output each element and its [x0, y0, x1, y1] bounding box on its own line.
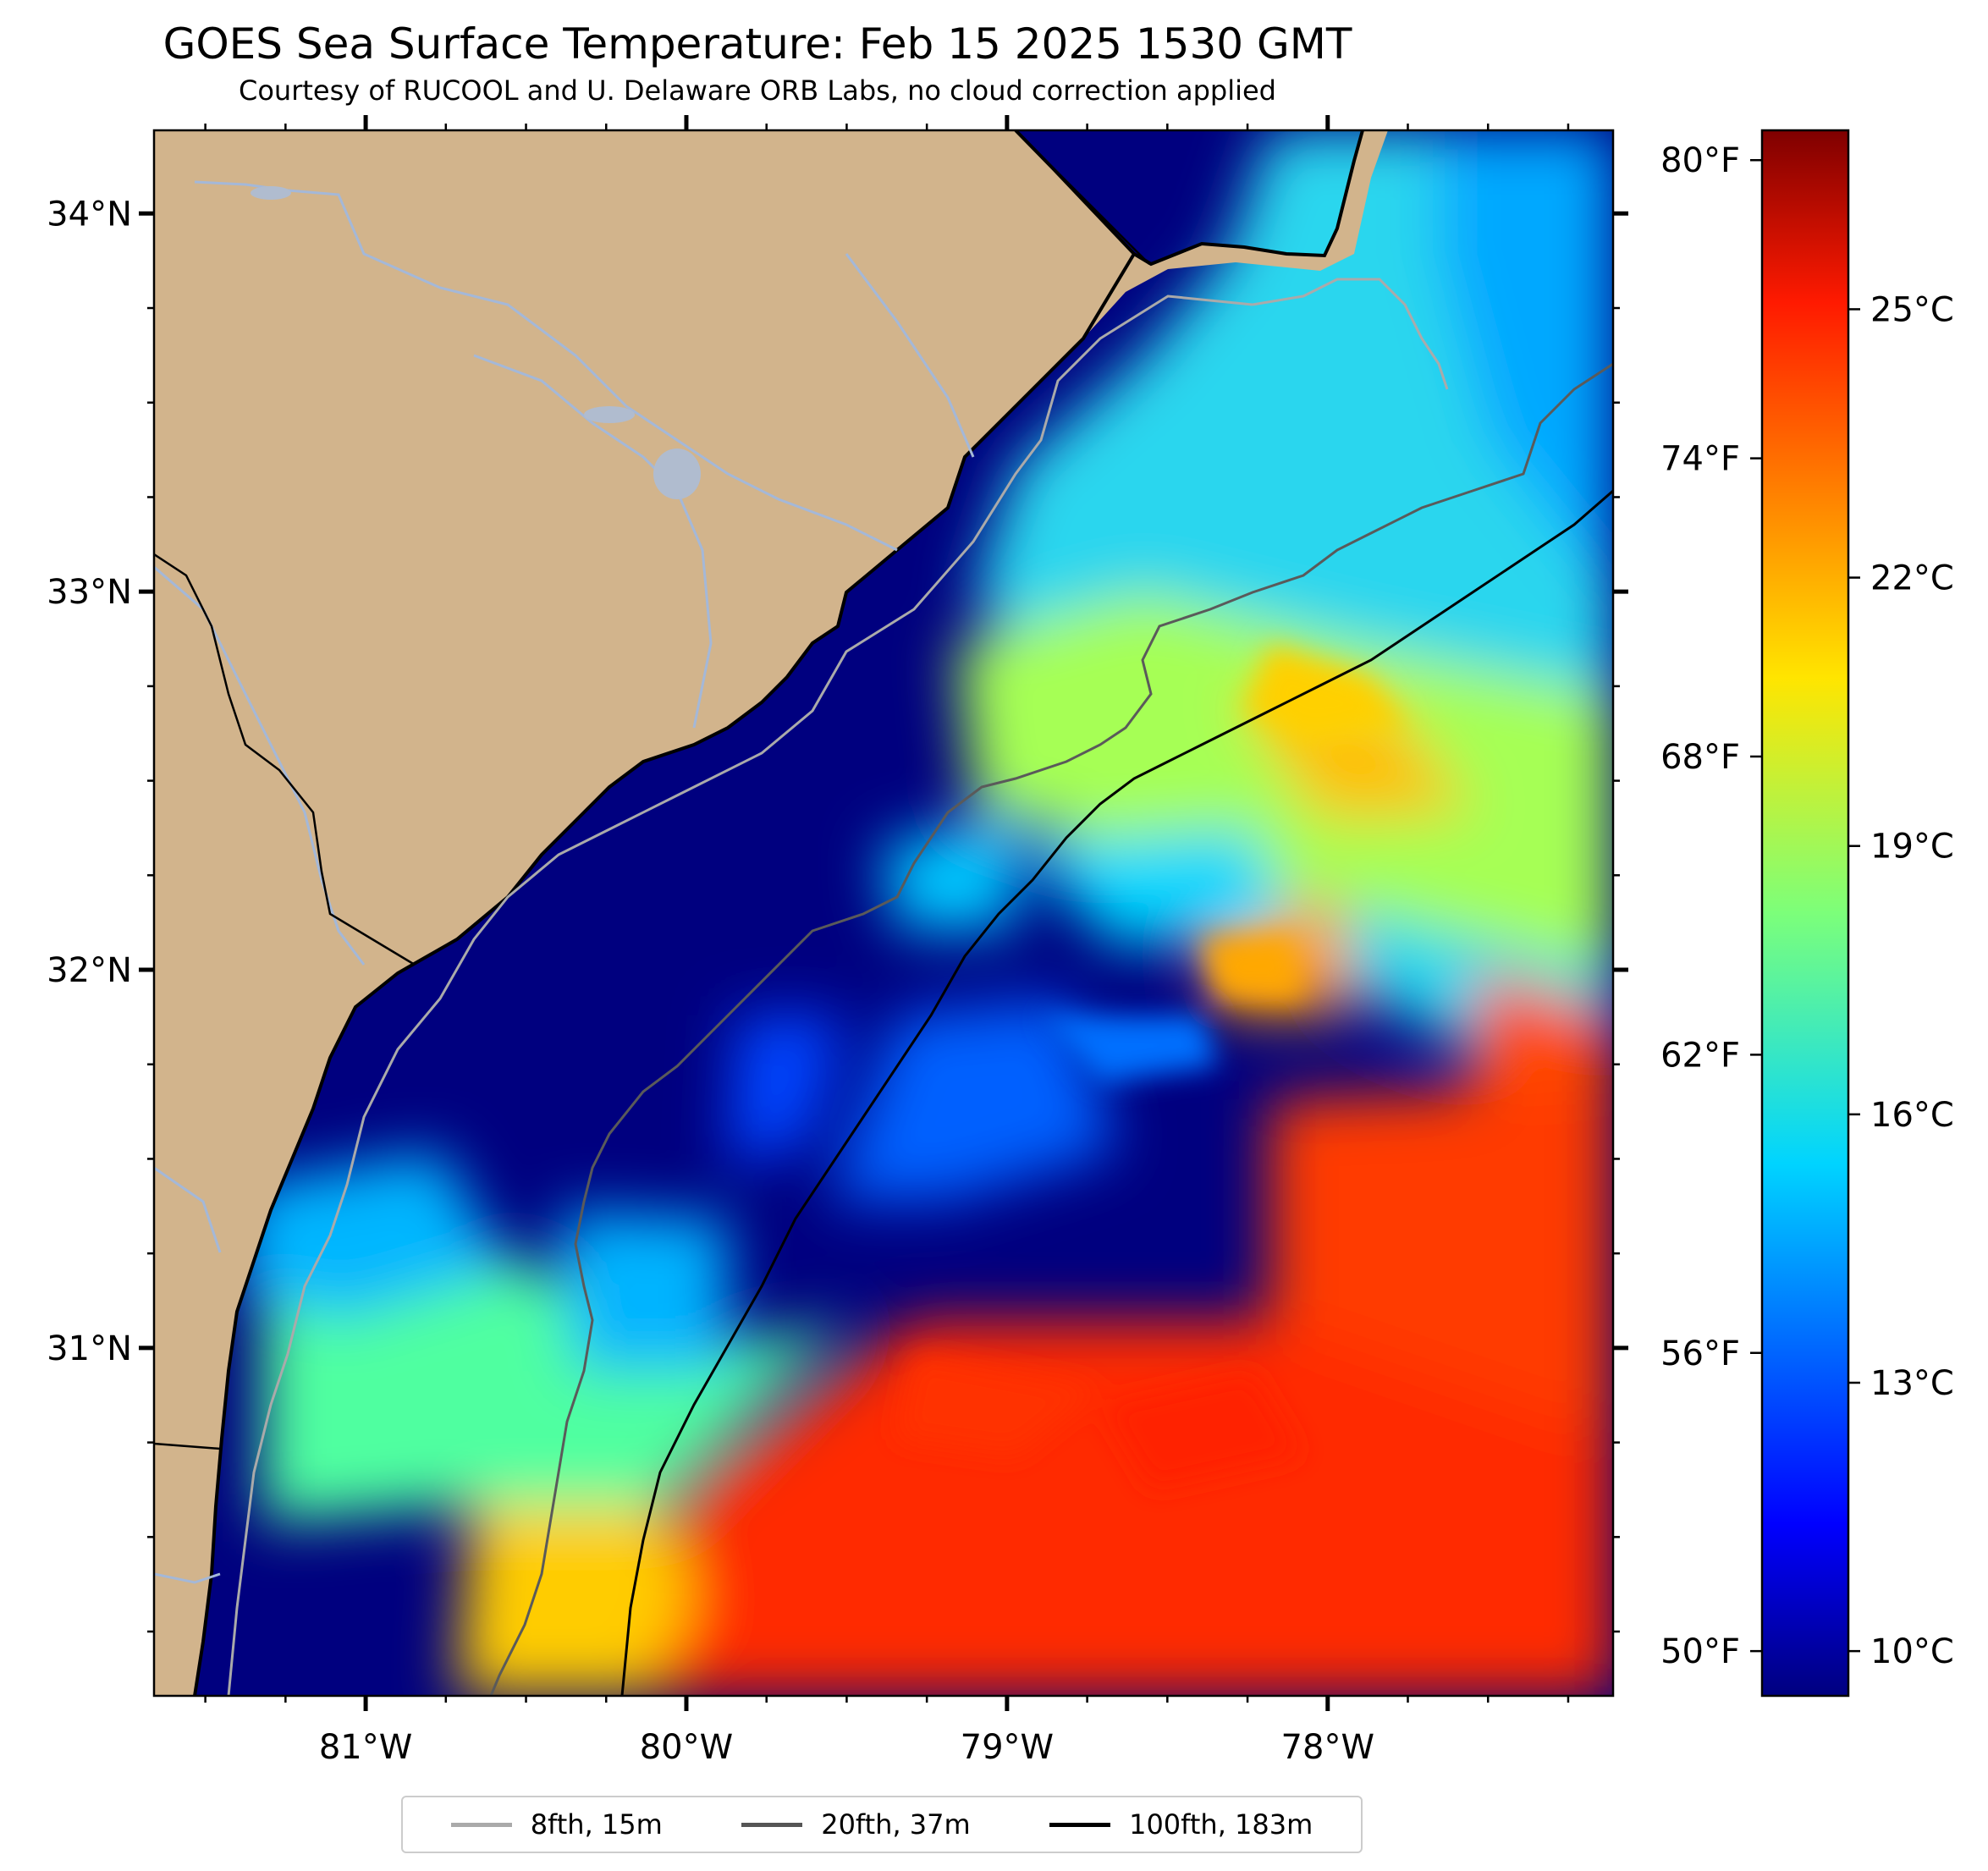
isobath-15m	[227, 278, 1449, 1696]
celsius-tick-label: 13°C	[1870, 1364, 1954, 1403]
lon-tick-label: 79°W	[961, 1728, 1054, 1767]
legend-item-20fth: 20fth, 37m	[741, 1808, 971, 1841]
celsius-tick-label: 25°C	[1870, 290, 1954, 329]
lon-tick-label: 81°W	[319, 1728, 412, 1767]
celsius-tick-label: 16°C	[1870, 1096, 1954, 1135]
colorbar-gradient	[1760, 129, 1850, 1698]
map-axes: 81°W 80°W 79°W 78°W 34°N 33°N 32°N 31°N	[47, 115, 1628, 1767]
legend-swatch-100fth	[1049, 1822, 1111, 1827]
fahrenheit-tick-label: 80°F	[1660, 141, 1740, 180]
legend-item-8fth: 8fth, 15m	[450, 1808, 663, 1841]
celsius-tick-label: 22°C	[1870, 559, 1954, 598]
chart-title: GOES Sea Surface Temperature: Feb 15 202…	[162, 19, 1352, 69]
coastline	[193, 130, 1364, 1696]
lon-tick-label: 80°W	[640, 1728, 733, 1767]
legend-item-100fth: 100fth, 183m	[1049, 1808, 1313, 1841]
isobath-183m	[620, 489, 1613, 1696]
legend-label-8fth: 8fth, 15m	[530, 1808, 663, 1841]
legend: 8fth, 15m 20fth, 37m 100fth, 183m	[401, 1796, 1363, 1853]
chart-subtitle: Courtesy of RUCOOL and U. Delaware ORB L…	[239, 74, 1276, 107]
map-border	[152, 129, 1615, 1698]
legend-label-100fth: 100fth, 183m	[1129, 1808, 1313, 1841]
lat-tick-label: 33°N	[47, 573, 132, 612]
state-boundaries	[154, 130, 1150, 1450]
fahrenheit-tick-label: 56°F	[1660, 1334, 1740, 1373]
map-frame	[154, 130, 1613, 1696]
legend-label-20fth: 20fth, 37m	[821, 1808, 971, 1841]
lat-tick-label: 34°N	[47, 195, 132, 234]
celsius-tick-label: 10°C	[1870, 1632, 1954, 1671]
legend-swatch-20fth	[741, 1822, 803, 1827]
lon-tick-label: 78°W	[1281, 1728, 1374, 1767]
celsius-tick-label: 19°C	[1870, 828, 1954, 867]
fahrenheit-tick-label: 50°F	[1660, 1632, 1740, 1671]
isobath-37m	[489, 362, 1613, 1696]
colorbar: 25°C 22°C 19°C 16°C 13°C 10°C 80°F 74°F 68°F 62°F…	[1660, 129, 1954, 1698]
land-mass	[154, 130, 1388, 1696]
fahrenheit-tick-label: 62°F	[1660, 1036, 1740, 1075]
lat-tick-label: 31°N	[47, 1329, 132, 1368]
lat-tick-label: 32°N	[47, 951, 132, 990]
fahrenheit-tick-label: 68°F	[1660, 738, 1740, 777]
lakes	[251, 186, 701, 499]
fahrenheit-tick-label: 74°F	[1660, 440, 1740, 479]
legend-swatch-8fth	[450, 1822, 512, 1827]
